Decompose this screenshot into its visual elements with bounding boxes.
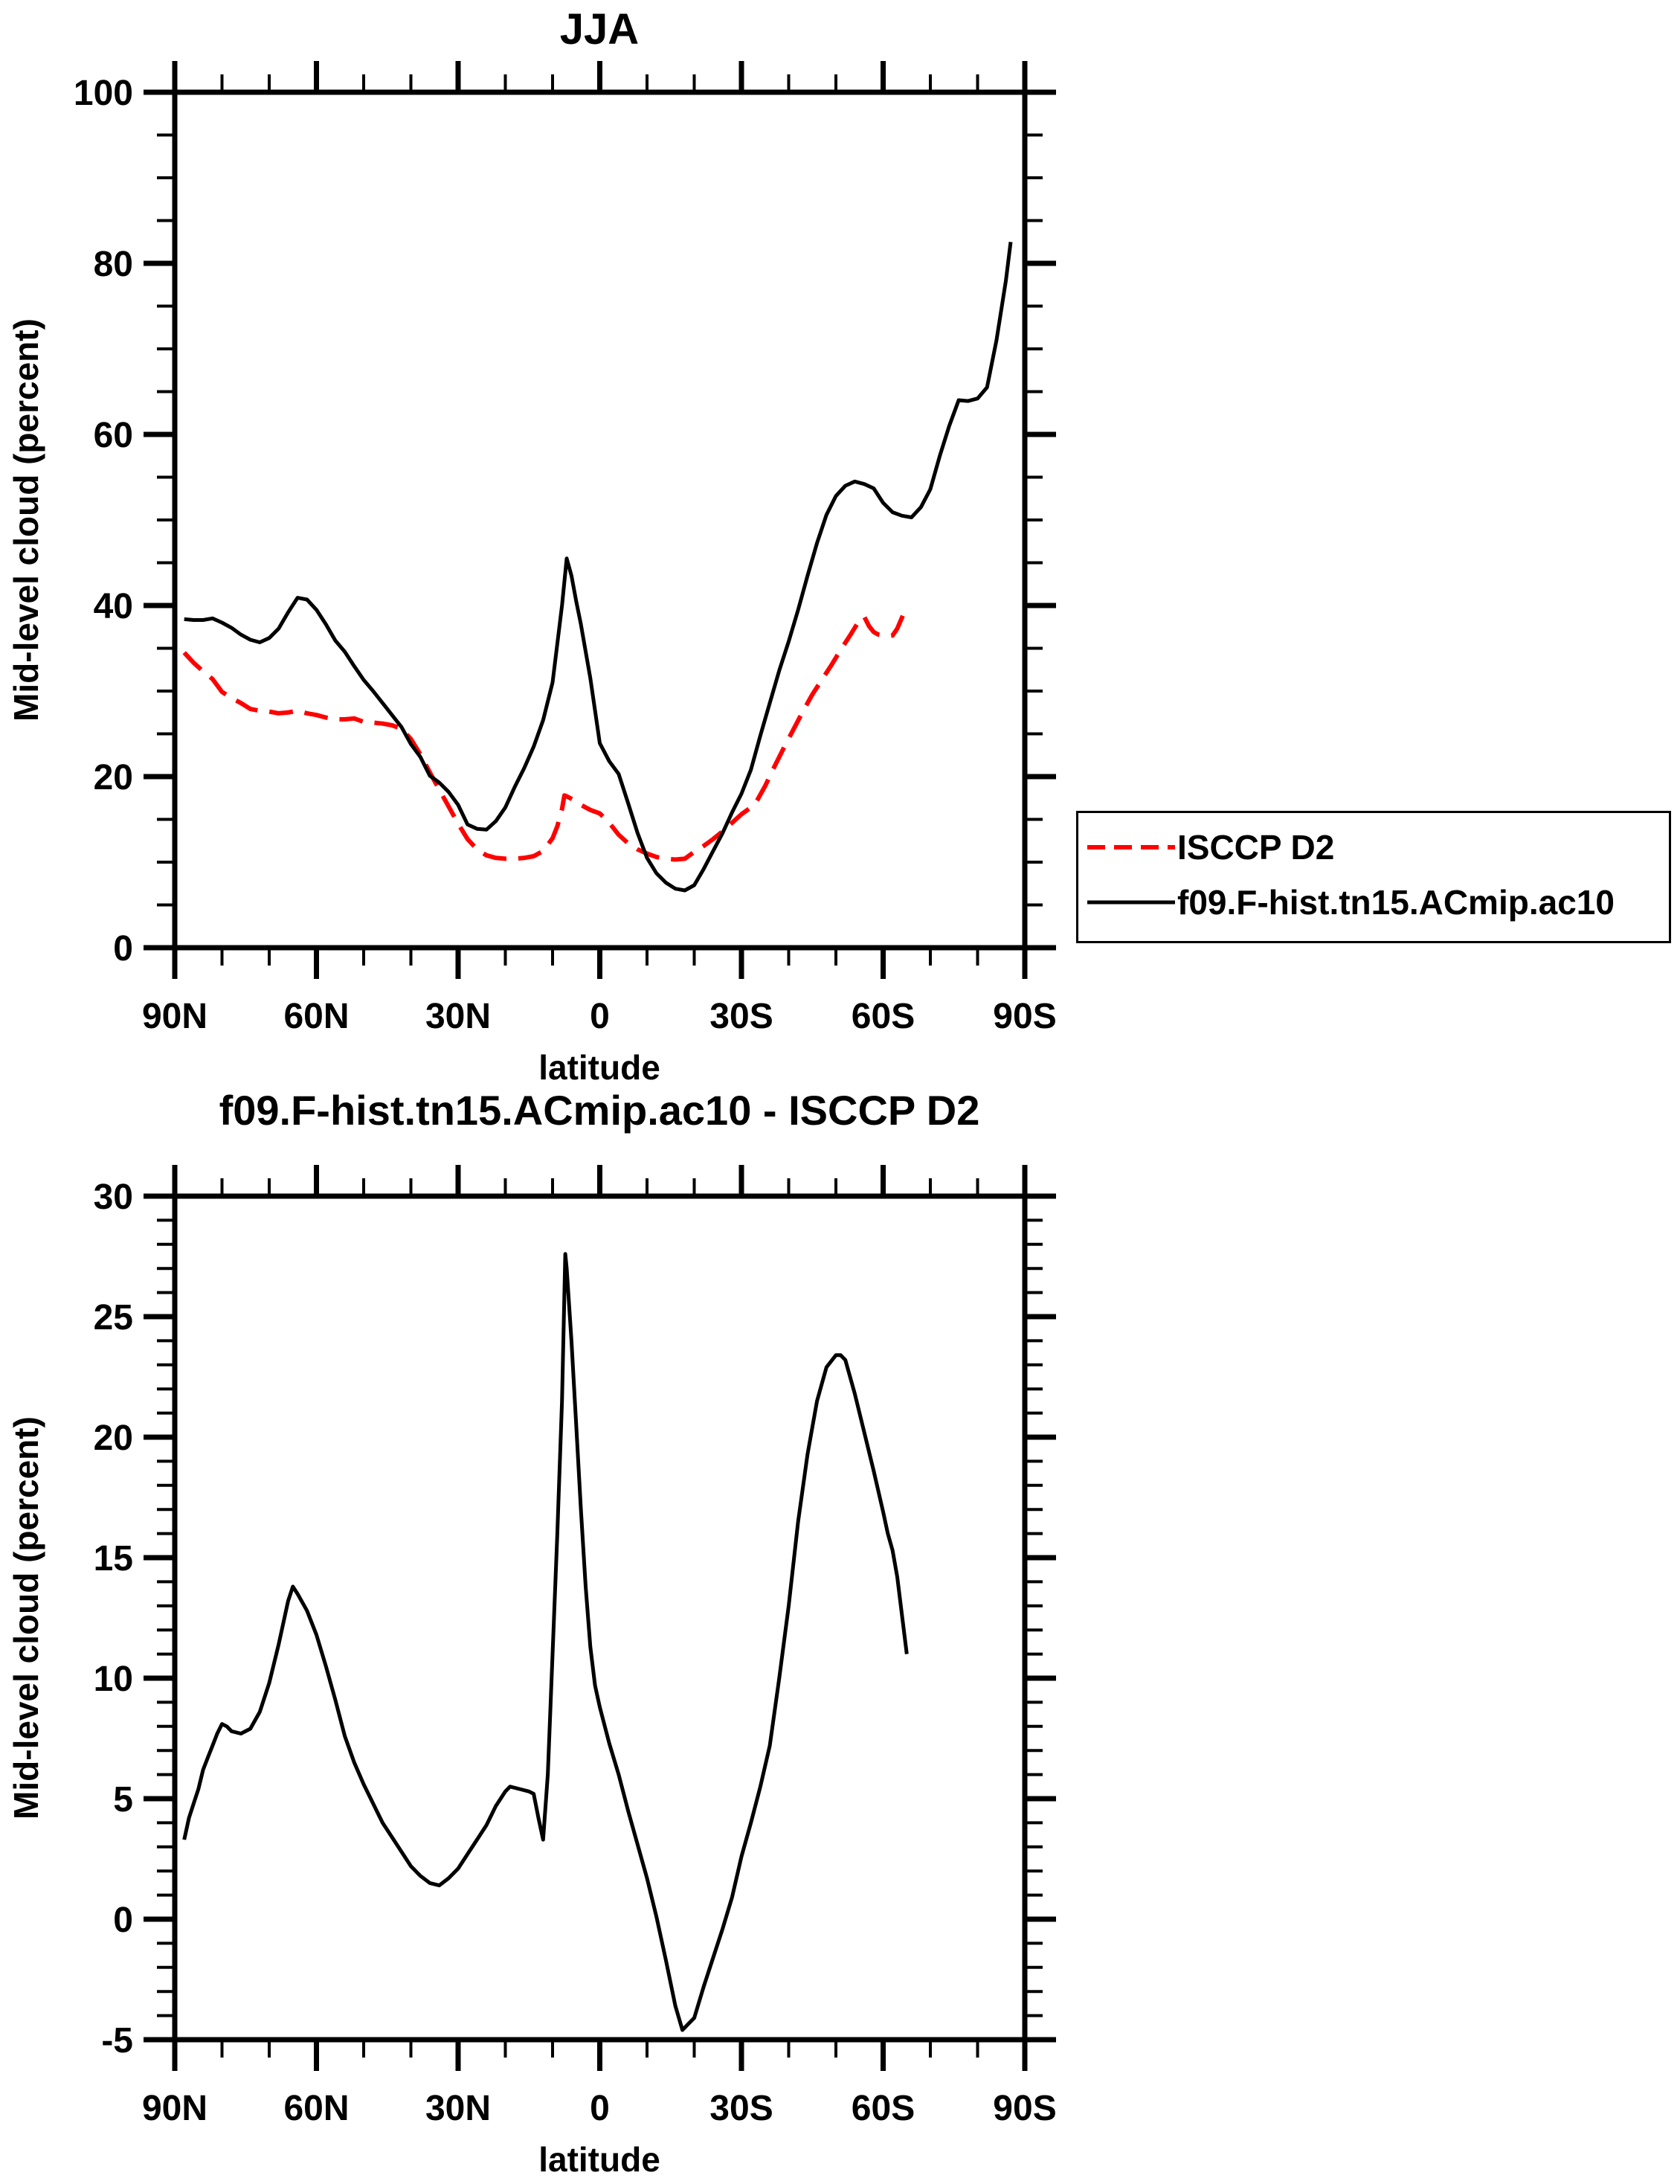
top-xtick-label: 0	[590, 997, 610, 1036]
top-ytick-label: 100	[74, 74, 133, 113]
legend-label-isccp: ISCCP D2	[1177, 828, 1335, 867]
top-ytick-label: 60	[94, 416, 133, 455]
top-chart-title: JJA	[559, 5, 640, 54]
top-xtick-label: 30S	[709, 997, 773, 1036]
legend-label-model: f09.F-hist.tn15.ACmip.ac10	[1177, 883, 1615, 922]
top-chart-xlabel: latitude	[538, 1048, 660, 1087]
bottom-series-0	[182, 1252, 909, 2032]
bottom-xtick-label: 30N	[425, 2089, 491, 2128]
top-xtick-label: 90S	[993, 997, 1056, 1036]
top-xtick-label: 60S	[852, 997, 915, 1036]
bottom-xtick-label: 90S	[993, 2089, 1056, 2128]
bottom-xtick-label: 60S	[852, 2089, 915, 2128]
legend-line-solid	[1087, 900, 1175, 905]
bottom-plot-frame	[172, 1193, 1028, 2043]
legend-item-isccp: ISCCP D2	[1087, 826, 1334, 868]
top-ytick-label: 80	[94, 245, 133, 284]
bottom-ytick-label: 20	[94, 1419, 133, 1458]
bottom-chart-xlabel: latitude	[538, 2140, 660, 2179]
top-xtick-label: 60N	[283, 997, 349, 1036]
bottom-chart-title: f09.F-hist.tn15.ACmip.ac10 - ISCCP D2	[219, 1087, 980, 1134]
legend-line-dashed	[1087, 845, 1175, 849]
top-series-1	[184, 241, 1013, 893]
bottom-ytick-label: 25	[94, 1298, 133, 1337]
bottom-ytick-label: 15	[94, 1539, 133, 1578]
top-ytick-label: 0	[113, 929, 133, 969]
bottom-xtick-label: 60N	[283, 2089, 349, 2128]
bottom-chart-ylabel: Mid-level cloud (percent)	[7, 1416, 45, 1820]
top-ytick-label: 40	[94, 587, 133, 626]
bottom-ytick-label: 5	[113, 1780, 133, 1820]
bottom-ytick-label: -5	[101, 2021, 133, 2061]
top-plot-frame	[172, 89, 1028, 951]
bottom-ytick-label: 30	[94, 1178, 133, 1217]
legend-item-model: f09.F-hist.tn15.ACmip.ac10	[1087, 881, 1615, 923]
top-chart-ylabel: Mid-level cloud (percent)	[7, 318, 45, 722]
bottom-ytick-label: 0	[113, 1901, 133, 1940]
top-xtick-label: 30N	[425, 997, 491, 1036]
legend: ISCCP D2 f09.F-hist.tn15.ACmip.ac10	[1076, 811, 1671, 943]
top-series-0	[182, 604, 910, 862]
bottom-xtick-label: 30S	[709, 2089, 773, 2128]
top-xtick-label: 90N	[142, 997, 207, 1036]
top-ytick-label: 20	[94, 758, 133, 797]
bottom-ytick-label: 10	[94, 1660, 133, 1699]
bottom-xtick-label: 90N	[142, 2089, 207, 2128]
bottom-xtick-label: 0	[590, 2089, 610, 2128]
